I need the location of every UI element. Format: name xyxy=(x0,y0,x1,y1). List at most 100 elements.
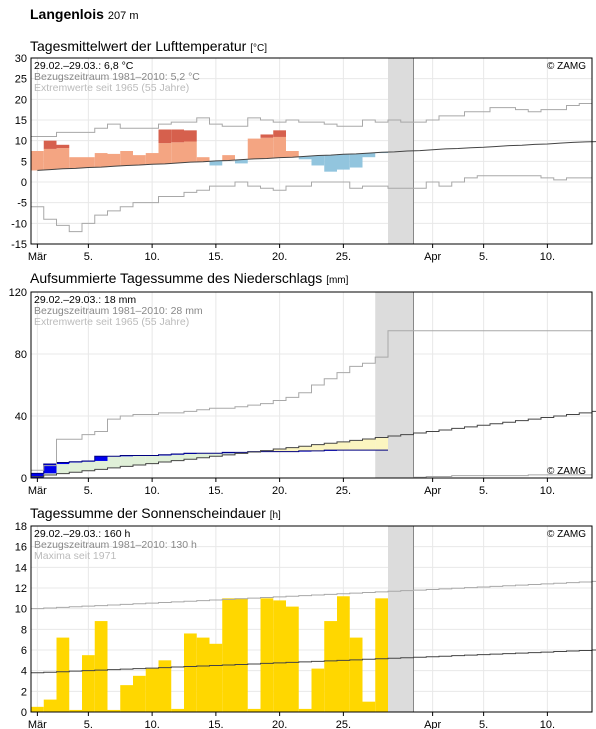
temp-min-line xyxy=(31,175,592,233)
sunshine-bar xyxy=(311,668,325,712)
x-tick-label: 10. xyxy=(540,251,555,263)
precip-anomaly-bar xyxy=(311,444,325,451)
temp-reference-line xyxy=(37,141,596,171)
precip-anomaly-bar xyxy=(349,440,363,451)
y-tick-label: 2 xyxy=(21,686,27,698)
x-tick-label: 15. xyxy=(208,485,223,497)
x-tick-label: Apr xyxy=(424,485,441,497)
y-tick-label: 120 xyxy=(9,287,27,299)
precip-min-line xyxy=(31,474,592,479)
temp-anomaly-bar xyxy=(82,157,95,168)
precip-copyright: © ZAMG xyxy=(547,466,586,477)
temp-anomaly-bar xyxy=(247,138,261,159)
temp-max-line xyxy=(31,102,592,138)
precip-anomaly-bar xyxy=(362,438,376,451)
sunshine-bar xyxy=(145,668,159,712)
precip-daily-bar xyxy=(171,453,184,455)
precip-anomaly-bar xyxy=(120,455,133,467)
temperature-unit: [°C] xyxy=(250,43,267,54)
sunshine-title-text: Tagessumme der Sonnenscheindauer xyxy=(30,505,266,521)
sun-reference-line xyxy=(31,649,596,674)
plot-frame xyxy=(30,291,593,479)
x-tick-label: Mär xyxy=(28,719,47,729)
precip-anomaly-bar xyxy=(133,455,146,465)
y-tick-label: 25 xyxy=(15,74,27,86)
x-tick-label: 5. xyxy=(84,485,93,497)
x-tick-label: 10. xyxy=(144,485,159,497)
y-tick-label: 0 xyxy=(21,473,27,485)
plot-frame xyxy=(30,525,593,713)
temp-anomaly-bar-strong xyxy=(43,140,57,149)
x-tick-label: 5. xyxy=(479,719,488,729)
temp-anomaly-bar xyxy=(209,160,223,166)
precip-anomaly-bar xyxy=(260,450,274,452)
temp-anomaly-bar xyxy=(324,155,337,172)
forecast-band xyxy=(375,292,414,478)
precip-anomaly-bar xyxy=(196,453,210,458)
precip-anomaly-bar xyxy=(171,453,184,461)
precip-daily-bar xyxy=(222,452,235,454)
precip-daily-bar xyxy=(56,462,70,465)
sunshine-bar xyxy=(209,643,223,712)
x-tick-label: 20. xyxy=(272,719,287,729)
temp-anomaly-bar xyxy=(184,141,197,163)
x-tick-label: Apr xyxy=(424,251,441,263)
y-tick-label: 14 xyxy=(15,562,27,574)
temp-anomaly-bar xyxy=(69,157,82,169)
precip-max-line xyxy=(31,330,592,471)
x-tick-label: 25. xyxy=(336,719,351,729)
precip-anomaly-bar xyxy=(145,455,159,464)
precip-anomaly-bar xyxy=(31,473,44,477)
temp-anomaly-bar xyxy=(235,159,248,164)
precip-anomaly-bar xyxy=(298,446,312,451)
temp-anomaly-bar xyxy=(311,155,325,166)
sunshine-bar xyxy=(107,709,121,712)
temp-anomaly-bar xyxy=(286,151,299,158)
precip-anomaly-bar xyxy=(273,449,286,452)
station-header: Langenlois 207 m xyxy=(30,6,138,22)
x-tick-label: 5. xyxy=(84,251,93,263)
sunshine-bar xyxy=(337,596,350,712)
y-tick-label: -10 xyxy=(11,218,27,230)
y-tick-label: 10 xyxy=(15,604,27,616)
temp-anomaly-bar-strong xyxy=(171,129,184,143)
precip-anomaly-bar xyxy=(235,452,248,454)
precip-daily-bar xyxy=(184,453,197,454)
y-tick-label: -15 xyxy=(11,239,27,251)
sun-copyright: © ZAMG xyxy=(547,529,586,540)
temp-anomaly-bar xyxy=(260,137,274,159)
precip-anomaly-bar xyxy=(158,454,172,463)
temp-anomaly-bar xyxy=(145,153,159,165)
temp-anomaly-bar xyxy=(171,142,184,163)
y-tick-label: 12 xyxy=(15,583,27,595)
sunshine-bar xyxy=(133,675,146,712)
station-altitude: 207 m xyxy=(107,10,139,22)
precip-info-line-2: Extremwerte seit 1965 (55 Jahre) xyxy=(34,316,189,328)
y-tick-label: 80 xyxy=(15,349,27,361)
temp-info-line-0: 29.02.–29.03.: 6,8 °C xyxy=(34,60,134,72)
temp-anomaly-bar xyxy=(133,155,146,166)
precipitation-title-text: Aufsummierte Tagessumme des Niederschlag… xyxy=(30,270,323,286)
temp-anomaly-bar-strong xyxy=(158,129,172,144)
y-tick-label: 6 xyxy=(21,645,27,657)
precip-anomaly-bar xyxy=(286,447,299,452)
precip-daily-bar xyxy=(31,473,44,478)
precip-anomaly-bar xyxy=(337,441,350,451)
y-tick-label: 16 xyxy=(15,542,27,554)
temp-anomaly-bar xyxy=(349,153,363,168)
sunshine-bar xyxy=(286,606,299,712)
precip-info-line-0: 29.02.–29.03.: 18 mm xyxy=(34,294,136,306)
precip-reference-line xyxy=(31,410,596,478)
x-tick-label: 25. xyxy=(336,251,351,263)
sunshine-bar xyxy=(82,655,95,712)
y-tick-label: 5 xyxy=(21,156,27,168)
plot-area xyxy=(31,58,592,244)
y-tick-label: 8 xyxy=(21,624,27,636)
precip-anomaly-bar xyxy=(94,456,108,470)
x-tick-label: 10. xyxy=(540,485,555,497)
sunshine-bar xyxy=(31,706,44,712)
sunshine-chart-title: Tagessumme der Sonnenscheindauer [h] xyxy=(30,505,281,521)
temp-anomaly-bar xyxy=(120,151,133,166)
x-tick-label: 5. xyxy=(479,485,488,497)
